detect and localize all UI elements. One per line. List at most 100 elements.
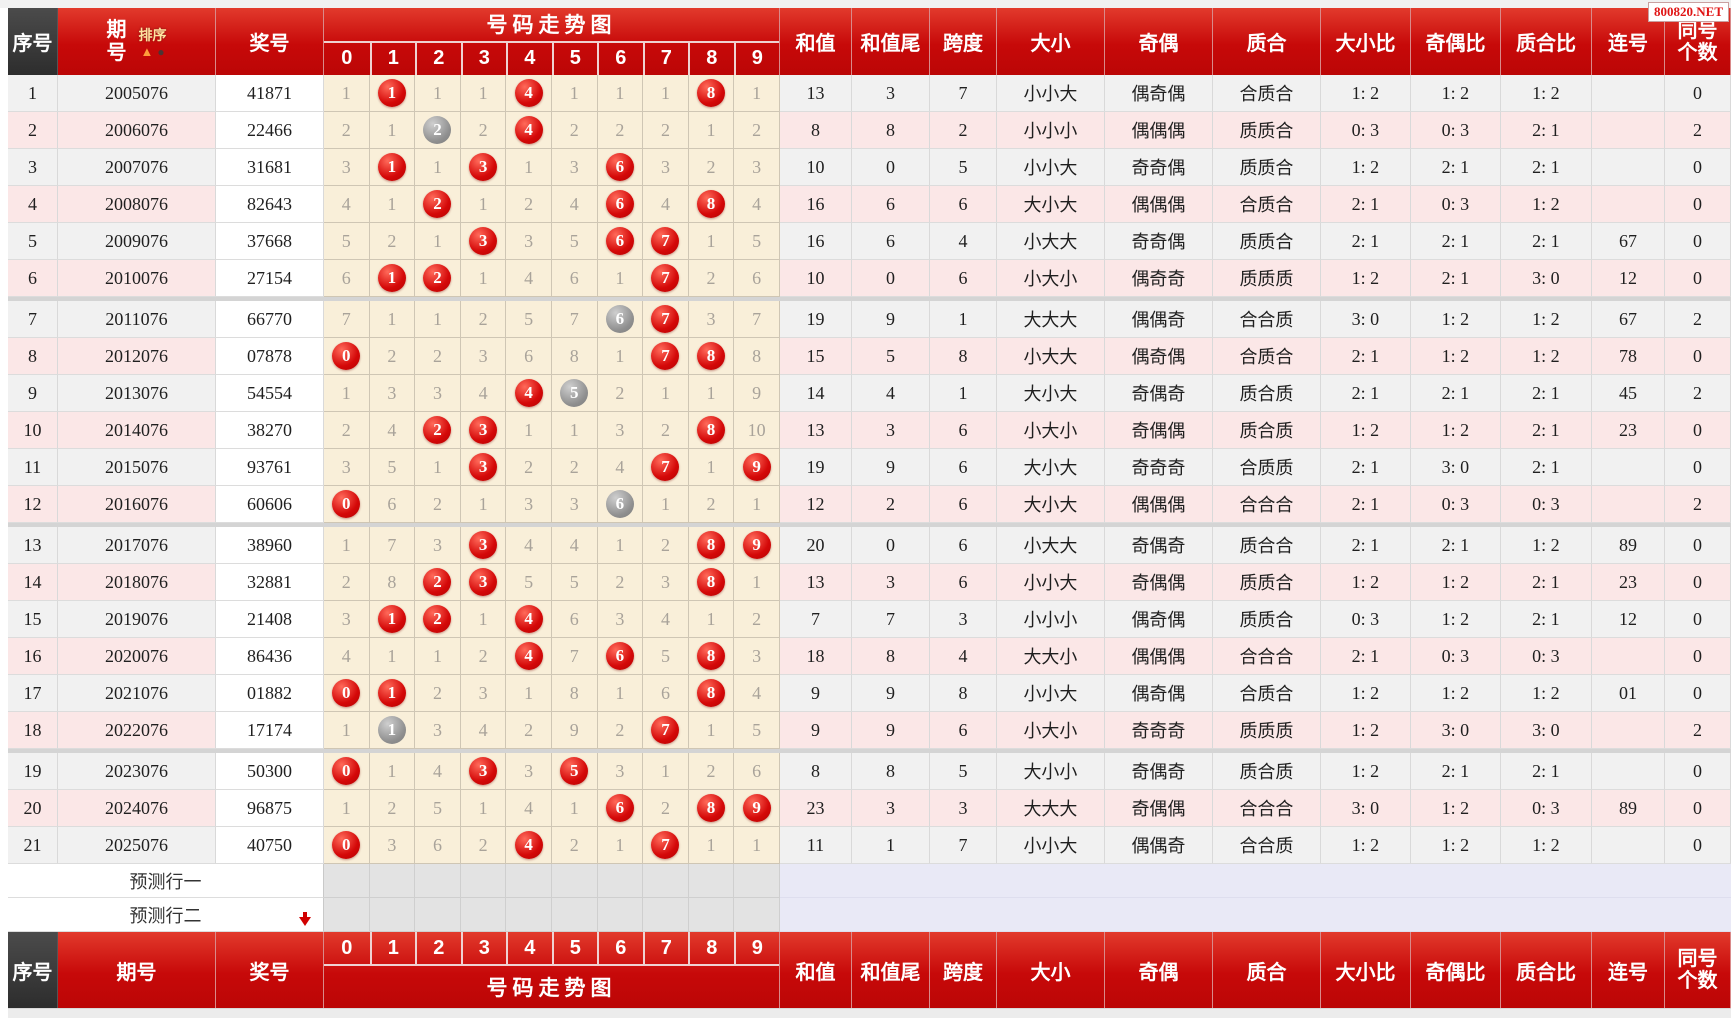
cell-seq: 10 [8,412,58,449]
cell-lh [1591,827,1665,864]
miss-count: 1 [706,834,716,855]
prediction-trend-cell[interactable] [551,898,598,932]
trend-cell: 3 [415,375,461,412]
cell-period: 2011076 [58,301,216,338]
trend-cell: 2 [506,449,552,486]
trend-cell: 2 [643,412,689,449]
red-number-ball: 7 [651,716,680,744]
sort-desc-icon[interactable]: ● [157,44,165,59]
trend-cell: 6 [597,149,644,186]
prediction-trend-cell[interactable] [415,898,461,932]
cell-seq: 18 [8,712,58,749]
cell-lh: 89 [1591,790,1665,827]
miss-count: 2 [660,534,670,555]
miss-count: 1 [387,760,397,781]
prediction-trend-cell[interactable] [415,864,461,898]
trend-cell: 9 [734,790,780,827]
down-arrow-icon[interactable] [299,912,311,932]
prediction-trend-cell[interactable] [597,898,644,932]
cell-bs: 小小小 [996,601,1105,638]
cell-bs: 大小大 [996,186,1105,223]
prediction-trend-cell[interactable] [643,898,689,932]
gray-number-ball: 5 [560,379,589,407]
cell-period: 2021076 [58,675,216,712]
sort-control[interactable]: 排序 ▲ ● [139,25,167,59]
prediction-trend-cell[interactable] [551,864,598,898]
cell-oer: 1: 2 [1410,75,1501,112]
cell-sum: 14 [779,375,852,412]
prediction-trend-cell[interactable] [506,898,552,932]
miss-count: 1 [387,119,397,140]
prediction-trend-cell[interactable] [597,864,644,898]
trend-cell: 5 [551,564,598,601]
prediction-trend-cell[interactable] [324,864,370,898]
trend-cell: 2 [688,753,735,790]
trend-cell: 6 [597,223,644,260]
trend-cell: 1 [415,149,461,186]
prediction-trend-cell[interactable] [643,864,689,898]
cell-seq: 2 [8,112,58,149]
trend-cell: 1 [506,412,552,449]
cell-prize: 32881 [216,564,324,601]
cell-pc: 合质合 [1212,186,1321,223]
prediction-trend-cell[interactable] [688,864,735,898]
trend-cell: 4 [460,712,507,749]
miss-count: 2 [387,345,397,366]
trend-cell: 7 [551,301,598,338]
prediction-trend-cell[interactable] [369,898,416,932]
cell-pc: 质合质 [1212,375,1321,412]
prediction-trend-cell[interactable] [734,864,780,898]
cell-oer: 3: 0 [1410,449,1501,486]
trend-cell: 6 [597,186,644,223]
trend-cell: 1 [460,486,507,523]
prediction-trend-cell[interactable] [324,898,370,932]
miss-count: 1 [432,230,442,251]
prediction-trend-cell[interactable] [460,864,507,898]
table-row: 1 2005076 41871 1 1 1 1 4 1 1 1 8 1 13 3 7 小小大 偶奇偶 合质合 1: 2… [8,75,1731,112]
table-row: 12 2016076 60606 0 6 2 1 3 3 6 1 2 1 12 2 6 大小大 偶偶偶 合合合 2: … [8,486,1731,523]
watermark: 800820.NET [1648,2,1729,22]
miss-count: 1 [752,493,762,514]
cell-sum: 20 [779,527,852,564]
trend-cell: 9 [734,527,780,564]
cell-bsr: 2: 1 [1320,186,1411,223]
table-header: 序号 期 号 排序 ▲ ● 奖号 [8,8,1731,75]
trend-cell: 7 [551,638,598,675]
cell-seq: 1 [8,75,58,112]
red-number-ball: 0 [332,831,361,859]
prediction-trend-cell[interactable] [688,898,735,932]
miss-count: 1 [524,156,534,177]
trend-cell: 1 [460,75,507,112]
cell-pc: 质质合 [1212,564,1321,601]
trend-cell: 1 [415,75,461,112]
prediction-trend-cell[interactable] [369,864,416,898]
miss-count: 1 [706,230,716,251]
cell-period: 2022076 [58,712,216,749]
digit-header-cell: 0 [341,47,353,70]
cell-th: 0 [1664,338,1731,375]
cell-th: 0 [1664,223,1731,260]
prediction-trend-cell[interactable] [734,898,780,932]
cell-bsr: 2: 1 [1320,223,1411,260]
trend-cell: 8 [369,564,416,601]
prediction-trend-cell[interactable] [460,898,507,932]
group-separator [8,523,1731,527]
digit-header-cell: 4 [506,932,552,964]
prize-footer: 奖号 [216,932,324,1008]
miss-count: 2 [660,419,670,440]
cell-pcr: 2: 1 [1500,149,1592,186]
table-row: 8 2012076 07878 0 2 2 3 6 8 1 7 8 8 15 5 8 小大大 偶奇偶 合质合 2: 1… [8,338,1731,375]
digit-header-cell: 4 [506,42,552,75]
sort-asc-icon[interactable]: ▲ [140,44,154,59]
red-number-ball: 8 [697,190,726,218]
cell-seq: 12 [8,486,58,523]
trend-cell: 8 [688,412,735,449]
trend-cell: 2 [688,486,735,523]
trend-cell: 5 [734,712,780,749]
cell-oe: 偶奇偶 [1104,338,1213,375]
prediction-trend-cell[interactable] [506,864,552,898]
cell-seq: 9 [8,375,58,412]
cell-pc: 合质合 [1212,675,1321,712]
